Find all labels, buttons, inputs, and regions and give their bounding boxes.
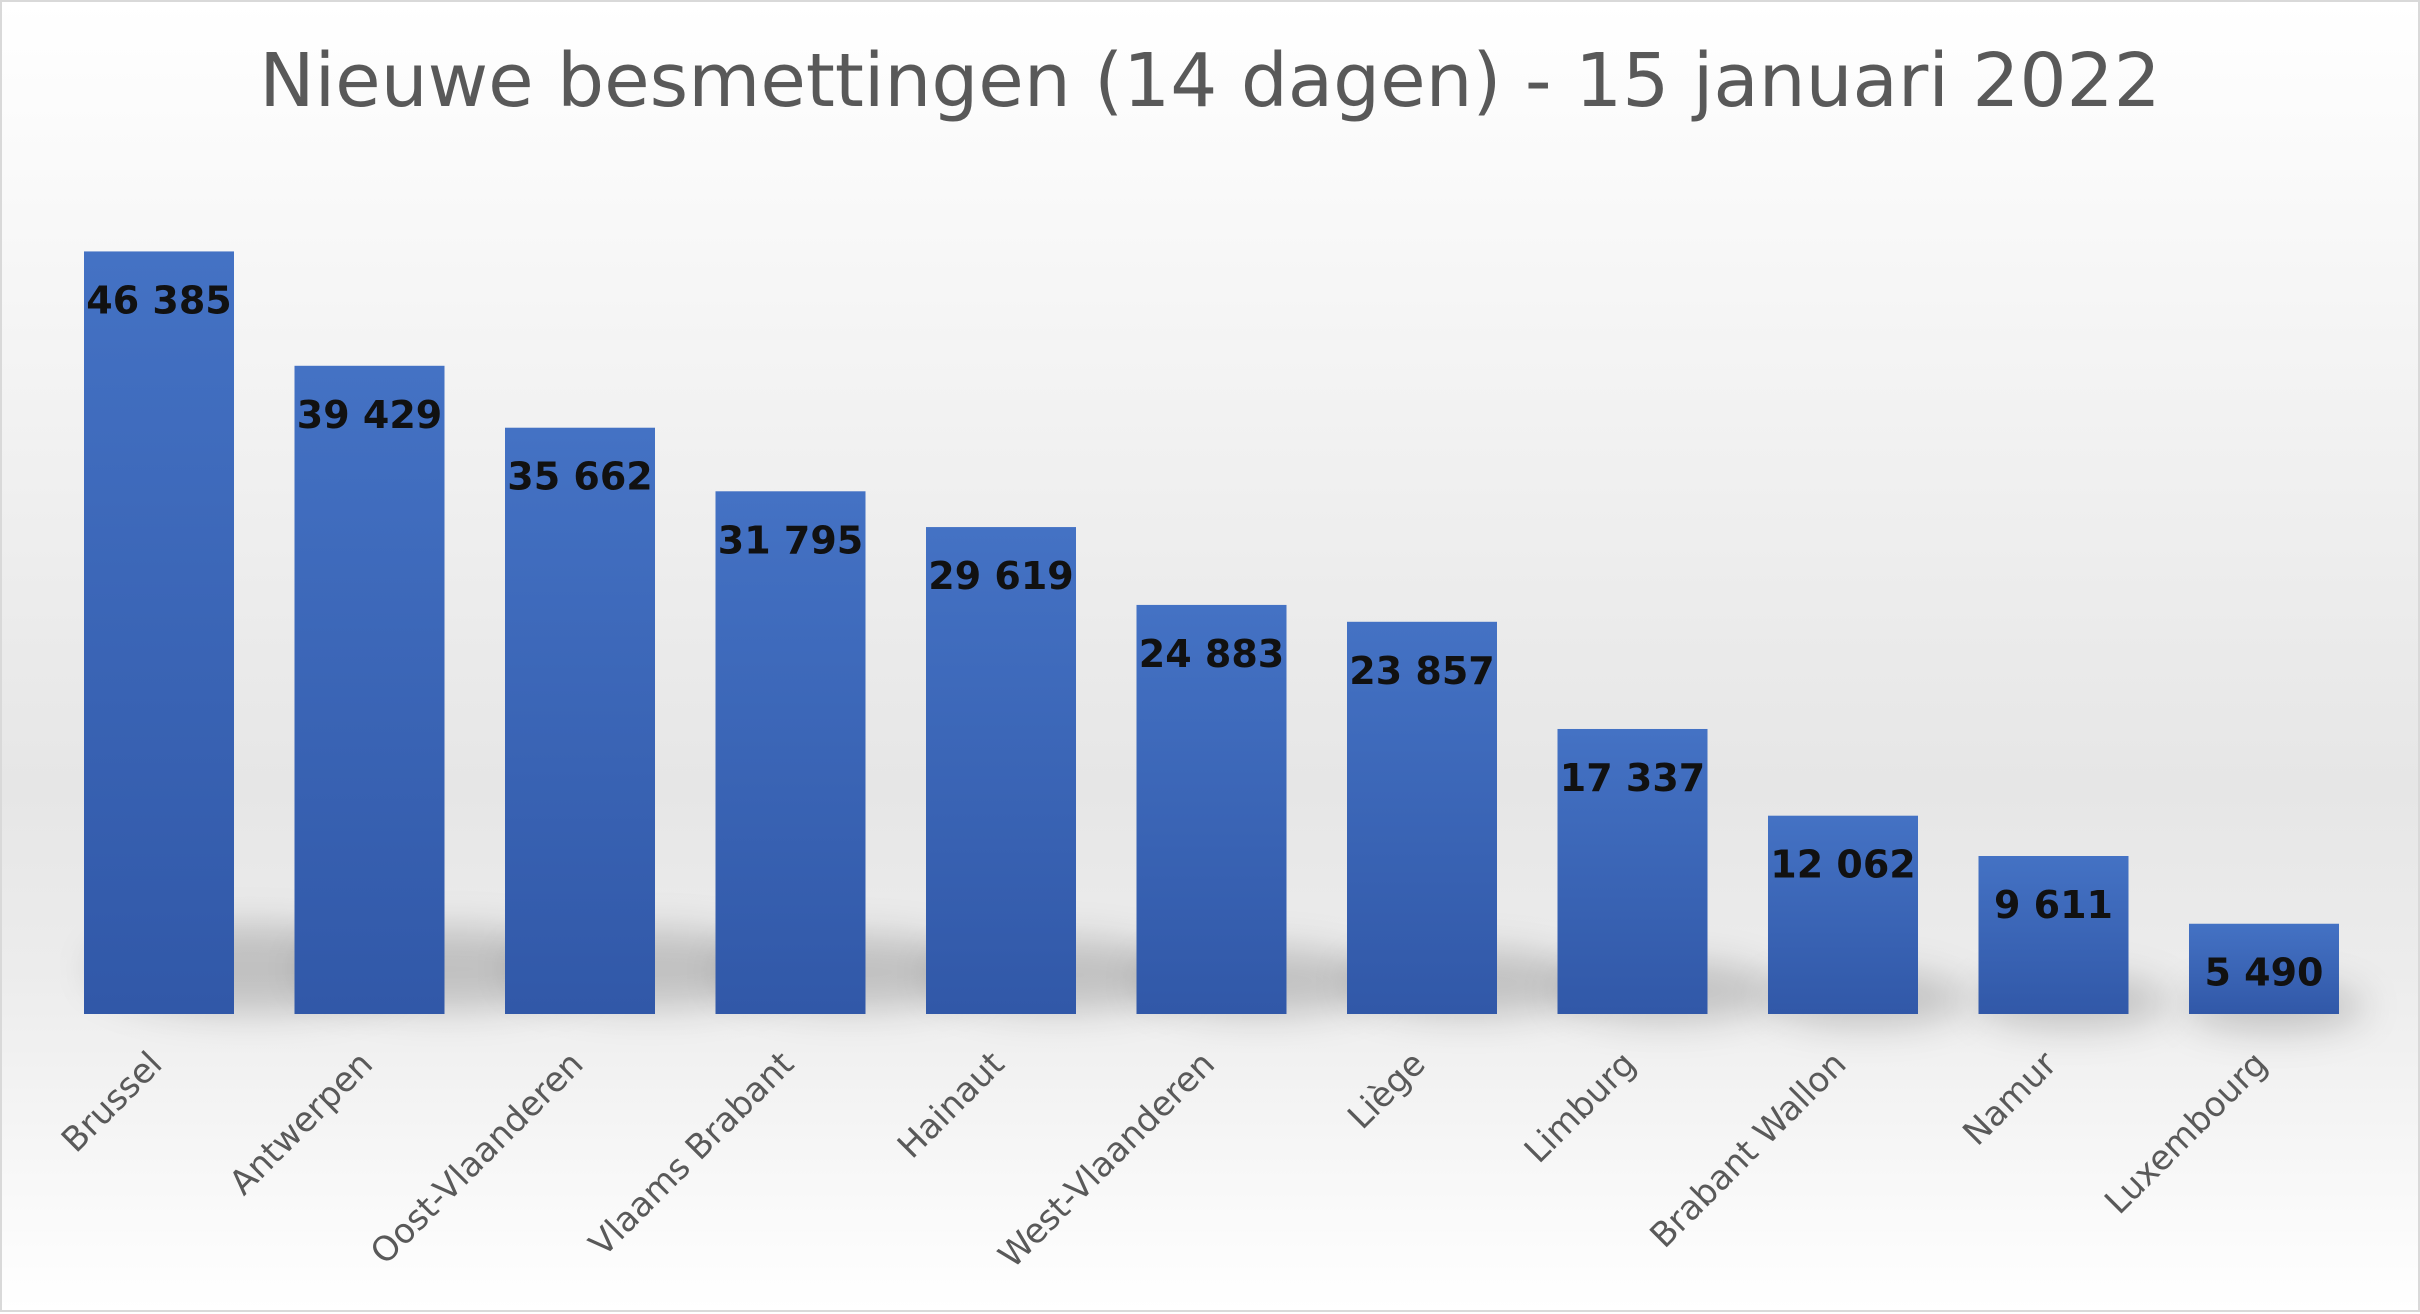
bar-li-ge [1347, 621, 1497, 1014]
bar-west-vlaanderen [1136, 604, 1287, 1014]
bar-luxembourg [2189, 923, 2339, 1014]
x-tick-label: Namur [1955, 1044, 2065, 1154]
data-label: 12 062 [1770, 843, 1915, 887]
bar-vlaams-brabant [715, 491, 866, 1015]
data-labels-group: 46 385 39 429 35 662 31 795 29 619 24 883 23 8… [86, 278, 2323, 994]
bar-oost-vlaanderen [505, 427, 655, 1015]
x-tick-label: Antwerpen [222, 1044, 381, 1203]
chart-title: Nieuwe besmettingen (14 dagen) - 15 janu… [259, 38, 2161, 124]
data-label: 39 429 [297, 393, 442, 437]
x-tick-label: Luxembourg [2097, 1044, 2275, 1222]
x-tick-label: Liège [1340, 1044, 1433, 1137]
data-label: 5 490 [2205, 951, 2324, 995]
bar-hainaut [926, 527, 1076, 1014]
bar-limburg [1557, 728, 1708, 1014]
x-tick-label: Hainaut [890, 1044, 1012, 1166]
data-label: 31 795 [718, 518, 863, 562]
data-label: 9 611 [1994, 883, 2113, 927]
x-tick-label: Limburg [1517, 1044, 1644, 1171]
bar-namur [1978, 855, 2129, 1014]
bar-antwerpen [294, 365, 445, 1014]
data-label: 17 337 [1560, 756, 1705, 800]
data-label: 24 883 [1139, 632, 1284, 676]
data-label: 29 619 [928, 554, 1073, 598]
bars-group [84, 251, 2339, 1015]
x-tick-label: Oost-Vlaanderen [363, 1044, 591, 1272]
data-label: 35 662 [507, 455, 652, 499]
x-tick-label: Vlaams Brabant [582, 1044, 802, 1264]
bar-brussel [84, 251, 234, 1014]
data-label: 23 857 [1349, 649, 1494, 693]
x-tick-label: Brussel [54, 1044, 170, 1160]
bar-brabant-wallon [1768, 815, 1918, 1014]
x-tick-label: Brabant Wallon [1642, 1044, 1854, 1256]
data-label: 46 385 [86, 278, 231, 322]
x-tick-label: West-Vlaanderen [991, 1044, 1223, 1276]
